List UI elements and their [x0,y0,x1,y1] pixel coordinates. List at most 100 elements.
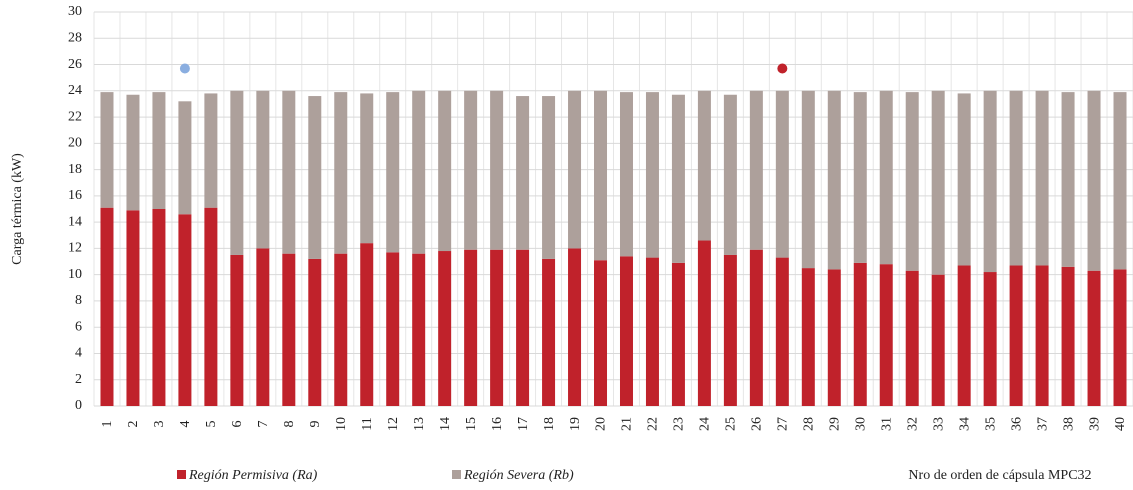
bar-segment [256,90,270,249]
bar-segment [204,207,218,406]
x-tick-label: 33 [931,417,946,431]
bar-segment [568,248,582,406]
bar-segment [464,249,478,406]
x-tick-label: 31 [879,417,894,431]
x-tick-label: 16 [490,417,505,431]
x-axis-label: Nro de orden de cápsula MPC32 [908,468,1091,483]
bar-segment [516,249,530,406]
x-tick-label: 8 [282,421,297,428]
bar-segment [308,258,322,406]
bar-segment [749,90,763,250]
y-tick-label: 2 [75,372,82,387]
bar-segment [905,270,919,406]
bar-segment [412,253,426,406]
bar-segment [594,260,608,406]
bar-segment [1113,92,1127,270]
x-tick-label: 22 [646,417,661,431]
bar-segment [1061,266,1075,406]
x-tick-label: 1 [100,421,115,428]
bar-segment [100,207,114,406]
bar-segment [671,262,685,406]
x-tick-label: 10 [334,417,349,431]
x-tick-label: 36 [1009,417,1024,431]
bar-segment [775,90,789,258]
bar-segment [594,90,608,261]
bar-segment [386,92,400,253]
x-tick-label: 20 [594,417,609,431]
y-tick-label: 12 [68,241,82,256]
x-tick-label: 28 [802,417,817,431]
y-tick-label: 0 [75,398,82,413]
y-tick-label: 24 [68,83,82,98]
bar-segment [100,92,114,208]
bar-segment [671,94,685,263]
x-tick-label: 5 [204,421,219,428]
bar-segment [1087,90,1101,271]
bar-segment [931,274,945,406]
legend-label: Región Permisiva (Ra) [188,468,318,483]
bar-segment [983,90,997,273]
y-tick-label: 18 [68,162,82,177]
bar-segment [827,90,841,270]
x-tick-label: 25 [724,417,739,431]
bar-segment [126,210,140,406]
x-tick-label: 17 [516,417,531,431]
x-tick-label: 29 [828,417,843,431]
bar-segment [905,92,919,271]
bar-segment [1009,90,1023,266]
x-tick-label: 11 [360,417,375,430]
x-tick-label: 15 [464,417,479,431]
x-tick-label: 23 [672,417,687,431]
y-tick-label: 10 [68,267,82,282]
bar-segment [1009,265,1023,406]
x-tick-label: 30 [853,417,868,431]
y-tick-label: 16 [68,188,82,203]
bar-segment [256,248,270,406]
x-tick-label: 9 [308,421,323,428]
bar-segment [360,243,374,406]
y-tick-label: 20 [68,136,82,151]
bar-segment [230,254,244,406]
y-tick-label: 30 [68,4,82,19]
bar-segment [516,96,530,250]
bar-segment [1035,265,1049,406]
bar-segment [775,257,789,406]
bar-segment [152,92,166,209]
x-tick-label: 6 [230,421,245,428]
bar-segment [983,272,997,406]
y-tick-label: 26 [68,57,82,72]
bar-segment [438,90,452,252]
bar-segment [931,90,945,275]
bar-segment [152,209,166,406]
bar-segment [645,257,659,406]
bar-segment [801,268,815,406]
bar-segment [438,251,452,406]
x-tick-label: 7 [256,421,271,428]
x-tick-label: 3 [152,421,167,428]
bar-segment [204,93,218,208]
y-tick-label: 6 [75,319,82,334]
bar-segment [542,96,556,259]
y-tick-label: 8 [75,293,82,308]
bar-segment [827,269,841,406]
bar-segment [697,240,711,406]
x-tick-label: 39 [1087,417,1102,431]
x-tick-label: 38 [1061,417,1076,431]
bar-segment [282,90,296,254]
legend-swatch [177,470,186,479]
bar-segment [1035,90,1049,266]
bar-segment [697,90,711,241]
bar-segment [749,249,763,406]
y-tick-label: 22 [68,109,82,124]
y-tick-label: 4 [75,346,82,361]
y-tick-label: 28 [68,30,82,45]
bar-segment [957,265,971,406]
legend-swatch [452,470,461,479]
bar-segment [879,90,893,265]
bar-segment [360,93,374,244]
bar-segment [490,249,504,406]
bar-segment [723,94,737,255]
bar-segment [334,253,348,406]
x-tick-label: 32 [905,417,920,431]
